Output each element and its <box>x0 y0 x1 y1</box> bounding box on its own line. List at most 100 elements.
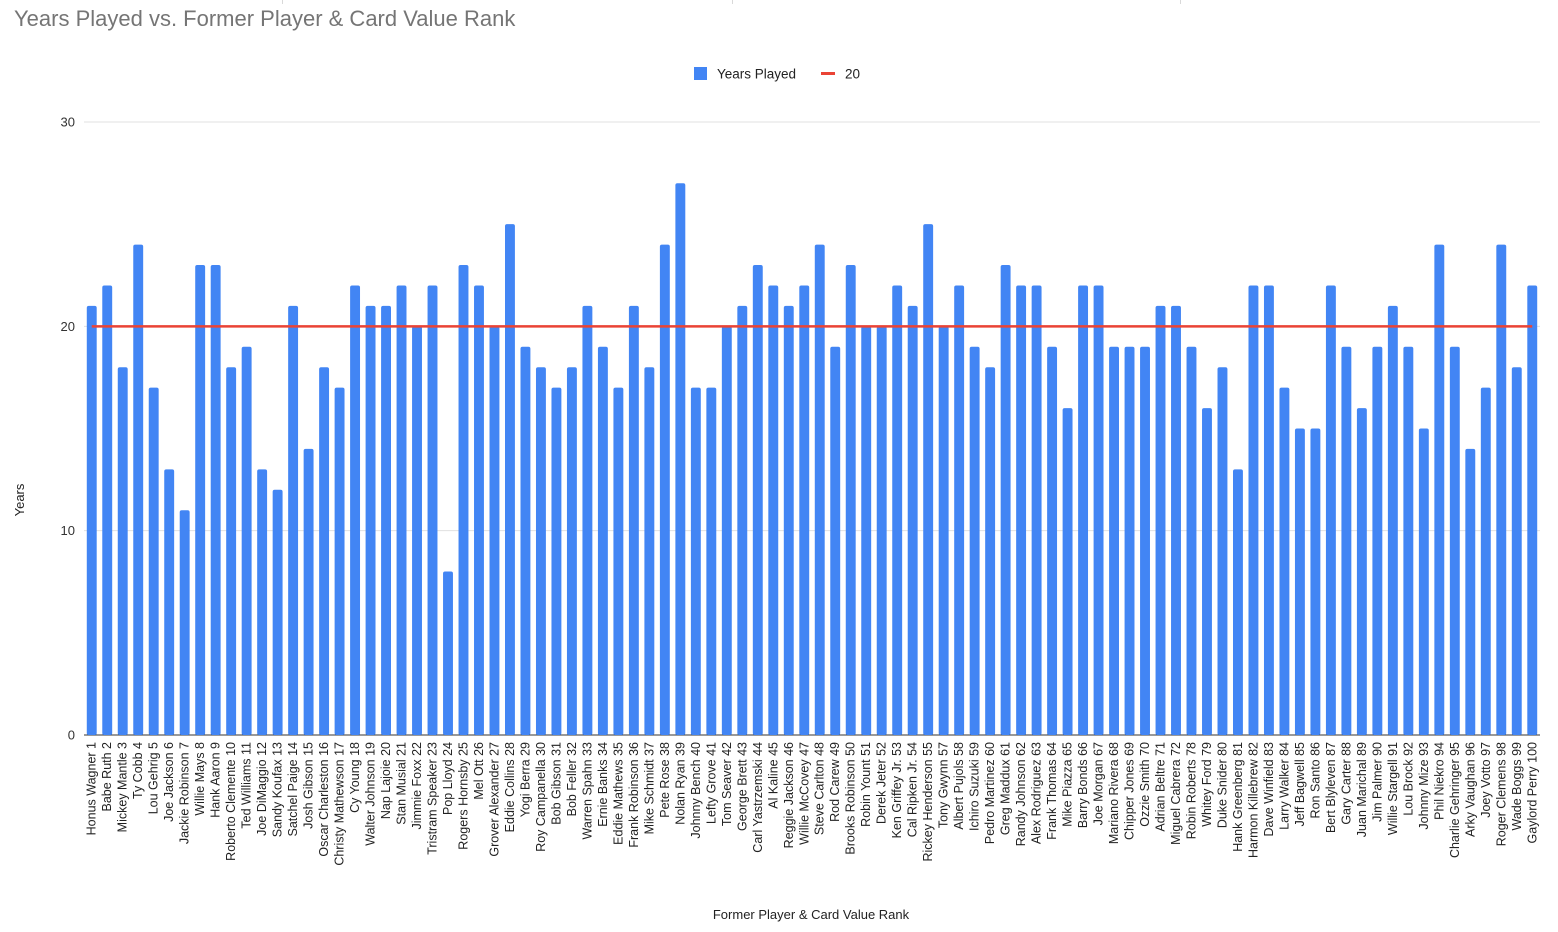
bar <box>1047 346 1058 735</box>
x-category-label: Cal Ripken Jr. 54 <box>906 742 920 837</box>
x-category-label: Gary Carter 88 <box>1339 742 1353 825</box>
bar <box>1325 285 1336 735</box>
bar <box>1310 428 1321 735</box>
x-category-label: Frank Thomas 64 <box>1045 742 1059 840</box>
x-category-label: Steve Carlton 48 <box>813 742 827 835</box>
x-category-label: Tony Gwynn 57 <box>937 742 951 828</box>
x-category-label: Mickey Mantle 3 <box>116 742 130 832</box>
x-category-label: Eddie Collins 28 <box>503 742 517 832</box>
bar <box>830 346 841 735</box>
bar <box>1248 285 1259 735</box>
bar <box>535 367 546 735</box>
bar <box>861 326 872 735</box>
bar <box>133 244 144 735</box>
bar <box>1496 244 1507 735</box>
x-category-label: Chipper Jones 69 <box>1123 742 1137 840</box>
bar <box>505 224 515 735</box>
bar <box>1372 346 1383 735</box>
bar <box>412 326 422 735</box>
bar <box>1465 448 1476 735</box>
x-category-label: Larry Walker 84 <box>1277 742 1291 830</box>
x-category-label: Brooks Robinson 50 <box>844 742 858 855</box>
x-category-label: Juan Marichal 89 <box>1355 742 1369 837</box>
bar <box>1140 346 1150 735</box>
x-category-label: Cy Young 18 <box>348 742 362 813</box>
x-category-label: Dave Winfield 83 <box>1262 742 1276 837</box>
bar <box>799 285 810 735</box>
x-category-label: Derek Jeter 52 <box>875 742 889 824</box>
bar <box>613 387 624 735</box>
x-category-label: Roger Clemens 98 <box>1494 742 1508 846</box>
bar <box>241 346 252 735</box>
x-category-label: Roberto Clemente 10 <box>224 742 238 861</box>
bar <box>1155 305 1166 735</box>
bar <box>396 285 407 735</box>
bar <box>1202 408 1212 735</box>
x-category-label: Ken Griffey Jr. 53 <box>890 742 904 838</box>
x-category-label: George Brett 43 <box>735 742 749 831</box>
bar <box>1000 265 1011 735</box>
x-category-label: Randy Johnson 62 <box>1014 742 1028 846</box>
bar <box>365 305 376 735</box>
x-category-label: Charlie Gehringer 95 <box>1448 742 1462 858</box>
x-category-label: Oscar Charleston 16 <box>317 742 331 857</box>
x-category-label: Ted Williams 11 <box>240 742 254 829</box>
x-category-label: Pop Lloyd 24 <box>441 742 455 815</box>
x-category-label: Pete Rose 38 <box>658 742 672 818</box>
bar <box>907 305 918 735</box>
x-category-label: Stan Musial 21 <box>395 742 409 825</box>
bar <box>892 285 903 735</box>
bar <box>210 265 221 735</box>
bar <box>768 285 779 735</box>
bar <box>1217 367 1228 735</box>
bar <box>164 469 175 735</box>
x-category-label: Reggie Jackson 46 <box>782 742 796 848</box>
x-category-label: Gaylord Perry 100 <box>1525 742 1539 843</box>
x-category-label: Rogers Hornsby 25 <box>456 742 470 850</box>
chart-title: Years Played vs. Former Player & Card Va… <box>14 6 516 31</box>
bar <box>566 367 577 735</box>
x-category-label: Bert Blyleven 87 <box>1324 742 1338 833</box>
bar <box>876 326 887 735</box>
x-category-label: Joe DiMaggio 12 <box>255 742 269 836</box>
bar <box>1016 285 1027 735</box>
x-category-label: Willie McCovey 47 <box>797 742 811 845</box>
y-tick-label: 30 <box>61 115 75 130</box>
bar <box>350 285 361 735</box>
x-category-label: Phil Niekro 94 <box>1432 742 1446 820</box>
bar <box>1263 285 1274 735</box>
bar <box>474 285 484 735</box>
x-category-label: Mike Schmidt 37 <box>642 742 656 834</box>
x-category-label: Honus Wagner 1 <box>85 742 99 835</box>
bar <box>954 285 965 735</box>
bar <box>969 346 980 735</box>
x-category-label: Bob Gibson 31 <box>549 742 563 825</box>
x-category-label: Ernie Banks 34 <box>596 742 610 827</box>
y-tick-label: 0 <box>68 728 75 743</box>
x-category-label: Robin Roberts 78 <box>1184 742 1198 839</box>
x-category-label: Harmon Killebrew 82 <box>1246 742 1260 858</box>
bars <box>86 183 1538 736</box>
bar <box>427 285 438 735</box>
bar <box>1449 346 1460 735</box>
x-category-label: Jackie Robinson 7 <box>178 742 192 844</box>
bar <box>706 387 717 735</box>
x-category-label: Alex Rodriguez 63 <box>1030 742 1044 844</box>
x-category-label: Warren Spahn 33 <box>580 742 594 840</box>
x-axis-categories: Honus Wagner 1 Babe Ruth 2 Mickey Mantle 3… <box>85 742 1540 866</box>
bar <box>257 469 268 735</box>
bar <box>1078 285 1089 735</box>
legend-label-reference: 20 <box>845 67 860 82</box>
bar <box>86 305 97 735</box>
x-category-label: Ty Cobb 4 <box>131 742 145 799</box>
gridlines <box>84 121 1540 736</box>
x-category-label: Robin Yount 51 <box>859 742 873 827</box>
x-category-label: Ichiro Suzuki 59 <box>968 742 982 831</box>
bar <box>102 285 113 735</box>
x-category-label: Jim Palmer 90 <box>1370 742 1384 822</box>
bar <box>381 305 391 735</box>
x-category-label: Wade Boggs 99 <box>1510 742 1524 831</box>
x-category-label: Walter Johnson 19 <box>364 742 378 846</box>
bar <box>1279 387 1290 735</box>
x-category-label: Mike Piazza 65 <box>1061 742 1075 827</box>
